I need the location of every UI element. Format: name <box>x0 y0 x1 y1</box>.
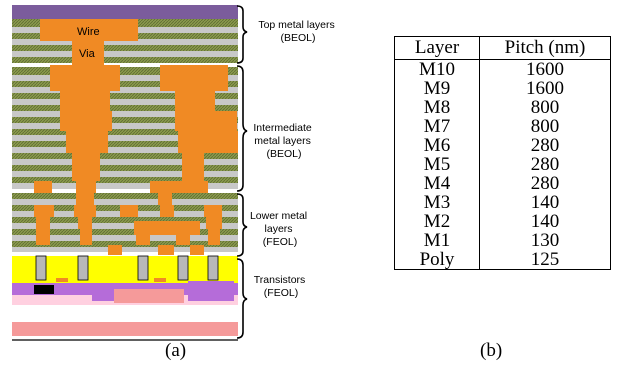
table-row: M3 140 <box>394 192 611 213</box>
dielectric-band <box>12 75 238 81</box>
dielectric-band <box>12 123 238 129</box>
dielectric-band <box>12 193 238 199</box>
pitch-cell: 125 <box>530 249 560 270</box>
dielectric-band <box>12 87 238 93</box>
dielectric-band <box>12 105 238 111</box>
table-header-row: Layer Pitch (nm) <box>394 36 611 60</box>
dielectric-band <box>12 165 238 171</box>
layer-cell: M2 <box>394 212 480 231</box>
table-row: M4 280 <box>394 173 611 194</box>
layer-cell: M5 <box>394 155 480 174</box>
transistors-label: Transistors (FEOL) <box>254 274 308 299</box>
pitch-cell: 140 <box>530 192 560 213</box>
wire-label: Wire <box>77 26 100 38</box>
dielectric-band <box>12 51 238 57</box>
dielectric-band <box>12 39 238 45</box>
via-label: Via <box>79 48 96 60</box>
table-row: M5 280 <box>394 154 611 175</box>
brace-lower <box>236 193 248 257</box>
column-header-layer: Layer <box>394 36 480 60</box>
pitch-cell: 280 <box>530 173 560 194</box>
dielectric-band <box>12 99 238 105</box>
layer-cell: M8 <box>394 98 480 117</box>
dielectric-band <box>12 247 238 252</box>
dielectric-band <box>12 111 238 117</box>
caption-a: (a) <box>165 340 187 361</box>
top-metal-label: Top metal layers (BEOL) <box>258 19 337 44</box>
dielectric-band <box>12 189 238 193</box>
transistor-region <box>12 255 238 341</box>
table-row: M2 140 <box>394 211 611 232</box>
dielectric-band <box>12 241 238 247</box>
layer-pitch-table: Layer Pitch (nm) M10 1600 M9 1600 M8 800 M7 800… <box>394 36 611 270</box>
dielectric-band <box>12 171 238 177</box>
dielectric-band <box>12 67 238 75</box>
brace-transistors <box>236 258 248 339</box>
dielectric-band <box>12 93 238 99</box>
dielectric-band <box>12 223 238 229</box>
pitch-cell: 130 <box>530 230 560 251</box>
table-row: M10 1600 <box>394 59 611 80</box>
dielectric-band <box>12 229 238 235</box>
table-row: M8 800 <box>394 97 611 118</box>
dielectric-band <box>12 117 238 123</box>
dielectric-band <box>12 147 238 153</box>
layer-cell: M6 <box>394 136 480 155</box>
dielectric-band <box>12 45 238 51</box>
layer-cell: Poly <box>394 250 480 270</box>
layer-cell: M9 <box>394 79 480 98</box>
dielectric-band <box>12 81 238 87</box>
pitch-cell: 800 <box>530 97 560 118</box>
caption-b: (b) <box>480 340 503 361</box>
lower-metal-label: Lower metal layers (FEOL) <box>250 210 310 248</box>
dielectric-band <box>12 199 238 205</box>
metal-interconnect <box>34 19 238 255</box>
pitch-cell: 1600 <box>526 59 564 80</box>
layer-cell: M4 <box>394 174 480 193</box>
dielectric-band <box>12 252 238 256</box>
table-row: M6 280 <box>394 135 611 156</box>
dielectric-band <box>12 141 238 147</box>
dielectric-band <box>12 235 238 241</box>
brace-intermediate <box>236 65 248 192</box>
table-row: Poly 125 <box>394 249 611 270</box>
layer-cell: M1 <box>394 231 480 250</box>
pitch-cell: 1600 <box>526 78 564 99</box>
layer-cell: M3 <box>394 193 480 212</box>
intermediate-metal-label: Intermediate metal layers (BEOL) <box>253 122 314 160</box>
dielectric-band <box>12 135 238 141</box>
pitch-cell: 280 <box>530 154 560 175</box>
dielectric-band <box>12 217 238 223</box>
dielectric-band <box>12 57 238 63</box>
table-row: M7 800 <box>394 116 611 137</box>
dielectric-band <box>12 177 238 183</box>
table-row: M9 1600 <box>394 78 611 99</box>
dielectric-band <box>12 63 238 67</box>
brace-top <box>236 5 248 64</box>
top-metal-band <box>12 5 238 19</box>
pitch-cell: 140 <box>530 211 560 232</box>
dielectric-band <box>12 153 238 159</box>
dielectric-band <box>12 183 238 189</box>
pitch-cell: 800 <box>530 116 560 137</box>
layer-cell: M10 <box>394 59 480 79</box>
table-row: M1 130 <box>394 230 611 251</box>
layer-cell: M7 <box>394 117 480 136</box>
pitch-cell: 280 <box>530 135 560 156</box>
column-header-pitch: Pitch (nm) <box>479 36 611 60</box>
dielectric-band <box>12 159 238 165</box>
table-body: M10 1600 M9 1600 M8 800 M7 800 M6 280 M5 280 M4 280 M3… <box>394 59 611 270</box>
dielectric-band <box>12 129 238 135</box>
